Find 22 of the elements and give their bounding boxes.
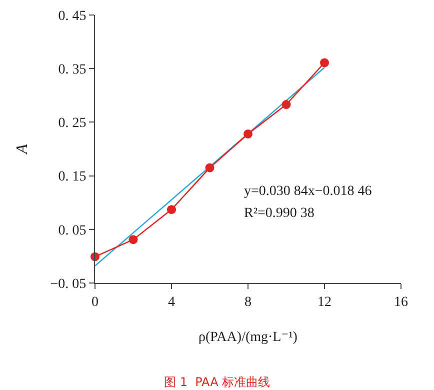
x-tick-label: 12	[318, 294, 332, 310]
x-tick-label: 8	[244, 294, 252, 310]
point	[320, 58, 329, 68]
caption: 图 1 PAA 标准曲线	[164, 375, 270, 389]
x-tick-label: 4	[168, 294, 175, 310]
y-tick-label: 0. 25	[58, 116, 86, 132]
x-tick-label: 0	[92, 294, 98, 310]
y-tick-label: 0. 45	[58, 8, 86, 24]
y-axis-title: A	[14, 144, 32, 155]
point	[282, 100, 291, 110]
y-tick-label: −0. 05	[50, 276, 86, 292]
annotation: R²=0.990 38	[244, 206, 314, 221]
y-tick-label: 0. 35	[58, 62, 86, 78]
y-tick-label: 0. 15	[58, 170, 86, 185]
annotation: y=0.030 84x−0.018 46	[244, 184, 372, 199]
y-tick-label: 0. 05	[58, 223, 86, 238]
point	[205, 163, 214, 172]
point	[167, 205, 176, 214]
x-axis-title: ρ(PAA)/(mg·L⁻¹)	[198, 330, 298, 346]
point	[128, 235, 138, 244]
x-tick-label: 16	[394, 294, 408, 310]
point	[244, 129, 252, 138]
